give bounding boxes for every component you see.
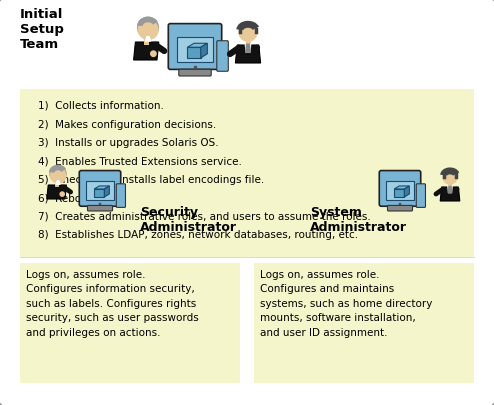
Circle shape <box>140 22 158 40</box>
Text: 1)  Collects information.: 1) Collects information. <box>38 101 164 111</box>
Circle shape <box>50 168 66 183</box>
Polygon shape <box>404 186 410 198</box>
Circle shape <box>50 166 66 182</box>
Bar <box>394 190 404 198</box>
FancyBboxPatch shape <box>20 90 474 257</box>
Polygon shape <box>236 46 261 64</box>
Polygon shape <box>94 186 109 190</box>
Polygon shape <box>47 185 66 200</box>
FancyBboxPatch shape <box>87 206 113 211</box>
Polygon shape <box>145 38 151 42</box>
FancyBboxPatch shape <box>79 171 121 207</box>
FancyBboxPatch shape <box>168 25 222 70</box>
Polygon shape <box>56 181 60 185</box>
Polygon shape <box>201 44 207 59</box>
Bar <box>187 48 201 59</box>
FancyBboxPatch shape <box>254 263 474 383</box>
Text: 2)  Makes configuration decisions.: 2) Makes configuration decisions. <box>38 119 216 129</box>
Polygon shape <box>394 186 410 190</box>
Polygon shape <box>104 186 109 198</box>
Text: 8)  Establishes LDAP, zones, network databases, routing, etc.: 8) Establishes LDAP, zones, network data… <box>38 230 358 240</box>
Polygon shape <box>448 187 452 193</box>
Text: 7)  Creates administrative roles, and users to assume the roles.: 7) Creates administrative roles, and use… <box>38 211 371 222</box>
Circle shape <box>443 171 457 185</box>
Bar <box>86 182 114 200</box>
Polygon shape <box>246 45 250 53</box>
Polygon shape <box>187 44 207 48</box>
Circle shape <box>138 20 158 40</box>
Text: 6)  Reboots.: 6) Reboots. <box>38 193 100 203</box>
Circle shape <box>60 192 64 197</box>
FancyBboxPatch shape <box>416 184 425 208</box>
Circle shape <box>151 52 156 57</box>
Text: Logs on, assumes role.
Configures and maintains
systems, such as home directory
: Logs on, assumes role. Configures and ma… <box>260 269 432 337</box>
Polygon shape <box>440 188 460 202</box>
Text: 4)  Enables Trusted Extensions service.: 4) Enables Trusted Extensions service. <box>38 156 242 166</box>
Text: Initial
Setup
Team: Initial Setup Team <box>20 8 64 51</box>
Text: Logs on, assumes role.
Configures information security,
such as labels. Configur: Logs on, assumes role. Configures inform… <box>26 269 199 337</box>
Text: Security
Administrator: Security Administrator <box>140 205 237 233</box>
FancyBboxPatch shape <box>116 184 125 208</box>
Polygon shape <box>133 43 159 61</box>
FancyBboxPatch shape <box>387 206 412 211</box>
Circle shape <box>52 169 66 183</box>
FancyBboxPatch shape <box>20 263 240 383</box>
FancyBboxPatch shape <box>379 171 421 207</box>
FancyBboxPatch shape <box>217 42 228 72</box>
Bar <box>177 38 213 62</box>
Circle shape <box>138 18 159 39</box>
Polygon shape <box>246 45 250 53</box>
Bar <box>386 182 413 200</box>
FancyBboxPatch shape <box>179 70 211 77</box>
Text: 3)  Installs or upgrades Solaris OS.: 3) Installs or upgrades Solaris OS. <box>38 138 219 148</box>
Polygon shape <box>448 187 452 193</box>
Circle shape <box>239 24 257 42</box>
Text: 5)  Checks and installs label encodings file.: 5) Checks and installs label encodings f… <box>38 175 264 185</box>
Bar <box>94 190 104 198</box>
Text: System
Administrator: System Administrator <box>310 205 407 233</box>
